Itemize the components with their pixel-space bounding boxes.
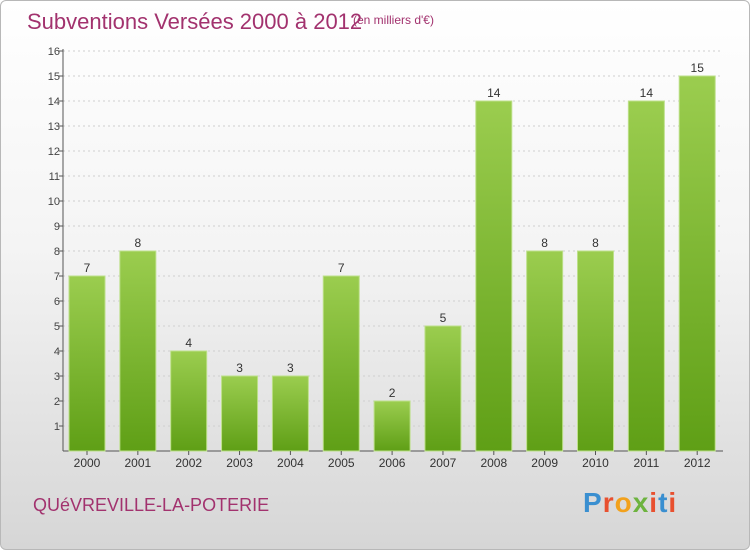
data-label: 8 — [135, 236, 142, 250]
bar — [526, 250, 564, 452]
data-label: 8 — [541, 236, 548, 250]
bar — [373, 400, 411, 452]
data-label: 2 — [389, 386, 396, 400]
y-tick-label: 9 — [54, 221, 60, 233]
y-tick-label: 13 — [48, 121, 60, 133]
x-tick-label: 2008 — [480, 456, 507, 470]
y-tick-label: 8 — [54, 246, 60, 258]
data-label: 5 — [440, 311, 447, 325]
y-tick-label: 6 — [54, 296, 60, 308]
logo-letter: x — [632, 487, 650, 518]
bar — [271, 375, 309, 452]
x-tick-label: 2010 — [582, 456, 609, 470]
bar — [119, 250, 157, 452]
x-tick-label: 2007 — [430, 456, 457, 470]
y-tick-label: 14 — [48, 96, 60, 108]
data-label: 14 — [487, 86, 501, 100]
logo-letter: r — [602, 487, 615, 518]
proxiti-logo: Proxiti — [583, 487, 677, 519]
data-labels: 7 8 4 3 3 7 2 5 14 8 8 14 15 — [84, 61, 705, 400]
logo-letter: i — [668, 487, 678, 518]
y-tick-label: 12 — [48, 146, 60, 158]
bar — [322, 275, 360, 452]
bar — [627, 100, 665, 452]
y-tick-label: 16 — [48, 46, 60, 58]
y-tick-label: 7 — [54, 271, 60, 283]
logo-letter: o — [614, 487, 633, 518]
bar — [678, 75, 716, 452]
chart-subtitle: (en milliers d'€) — [353, 13, 434, 27]
y-tick-label: 2 — [54, 396, 60, 408]
data-label: 3 — [236, 361, 243, 375]
bar — [424, 325, 462, 452]
bar — [68, 275, 106, 452]
data-label: 15 — [691, 61, 705, 75]
y-tick-label: 4 — [54, 346, 60, 358]
x-tick-labels: 2000 2001 2002 2003 2004 2005 2006 2007 2008 2009… — [74, 451, 711, 470]
y-tick-label: 1 — [54, 421, 60, 433]
x-tick-label: 2006 — [379, 456, 406, 470]
data-label: 7 — [338, 261, 345, 275]
y-tick-label: 5 — [54, 321, 60, 333]
logo-letter: i — [649, 487, 659, 518]
commune-name: QUéVREVILLE-LA-POTERIE — [33, 495, 270, 515]
y-tick-label: 11 — [49, 171, 60, 183]
x-tick-label: 2003 — [226, 456, 253, 470]
bar — [221, 375, 259, 452]
bar — [577, 250, 614, 452]
logo-letter: P — [583, 487, 603, 518]
data-label: 14 — [640, 86, 654, 100]
x-tick-label: 2012 — [684, 456, 711, 470]
data-label: 4 — [185, 336, 192, 350]
bars — [68, 75, 716, 452]
x-tick-label: 2004 — [277, 456, 304, 470]
y-tick-label: 10 — [48, 196, 60, 208]
x-tick-label: 2002 — [175, 456, 202, 470]
x-tick-label: 2001 — [124, 456, 151, 470]
y-tick-label: 3 — [54, 371, 60, 383]
x-tick-label: 2011 — [633, 456, 659, 470]
chart-title: Subventions Versées 2000 à 2012 — [27, 9, 363, 34]
y-tick-label: 15 — [48, 71, 60, 83]
data-label: 7 — [84, 261, 91, 275]
x-tick-label: 2000 — [74, 456, 101, 470]
logo-letter: t — [658, 487, 669, 518]
data-label: 8 — [592, 236, 599, 250]
data-label: 3 — [287, 361, 294, 375]
bar — [475, 100, 513, 452]
x-tick-label: 2009 — [531, 456, 558, 470]
bar — [170, 350, 208, 452]
grid-lines — [63, 50, 723, 427]
x-tick-label: 2005 — [328, 456, 355, 470]
